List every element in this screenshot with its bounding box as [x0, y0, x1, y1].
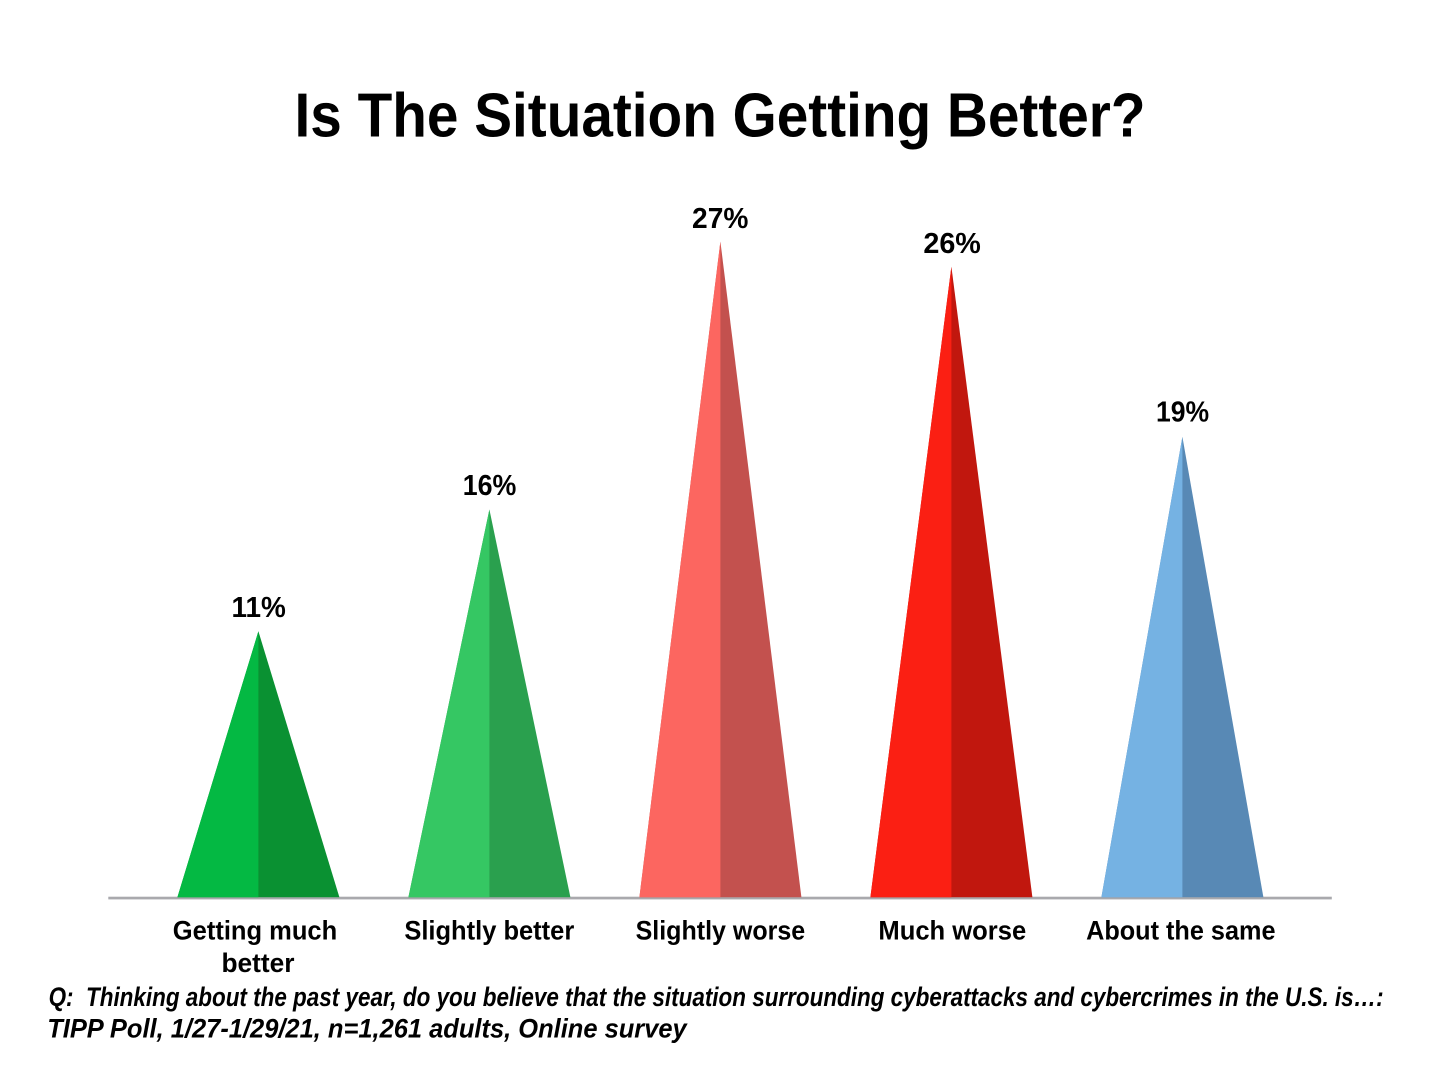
svg-text:TIPP Poll, 1/27-1/29/21, n=1,2: TIPP Poll, 1/27-1/29/21, n=1,261 adults,… — [47, 1014, 688, 1044]
svg-text:better: better — [221, 948, 294, 978]
svg-text:Slightly worse: Slightly worse — [636, 916, 806, 946]
svg-text:Slightly better: Slightly better — [404, 916, 574, 946]
svg-text:Much worse: Much worse — [878, 916, 1026, 946]
svg-text:Q: Thinking about the past ye: Q: Thinking about the past year, do you … — [49, 982, 1384, 1012]
svg-text:Is The Situation Getting Bette: Is The Situation Getting Better? — [295, 81, 1146, 150]
svg-text:26%: 26% — [923, 228, 981, 260]
svg-text:11%: 11% — [232, 592, 286, 624]
svg-text:19%: 19% — [1156, 397, 1209, 429]
svg-text:16%: 16% — [463, 470, 517, 502]
svg-text:27%: 27% — [692, 203, 749, 235]
svg-text:About the same: About the same — [1086, 916, 1275, 946]
svg-text:Getting much: Getting much — [173, 916, 337, 946]
